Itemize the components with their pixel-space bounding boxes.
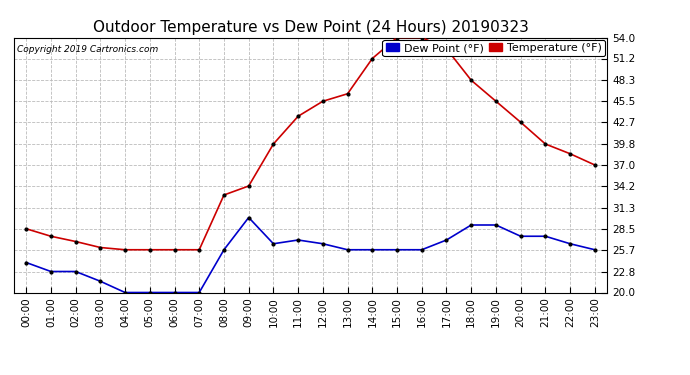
Legend: Dew Point (°F), Temperature (°F): Dew Point (°F), Temperature (°F)	[382, 40, 605, 56]
Text: Copyright 2019 Cartronics.com: Copyright 2019 Cartronics.com	[17, 45, 158, 54]
Title: Outdoor Temperature vs Dew Point (24 Hours) 20190323: Outdoor Temperature vs Dew Point (24 Hou…	[92, 20, 529, 35]
